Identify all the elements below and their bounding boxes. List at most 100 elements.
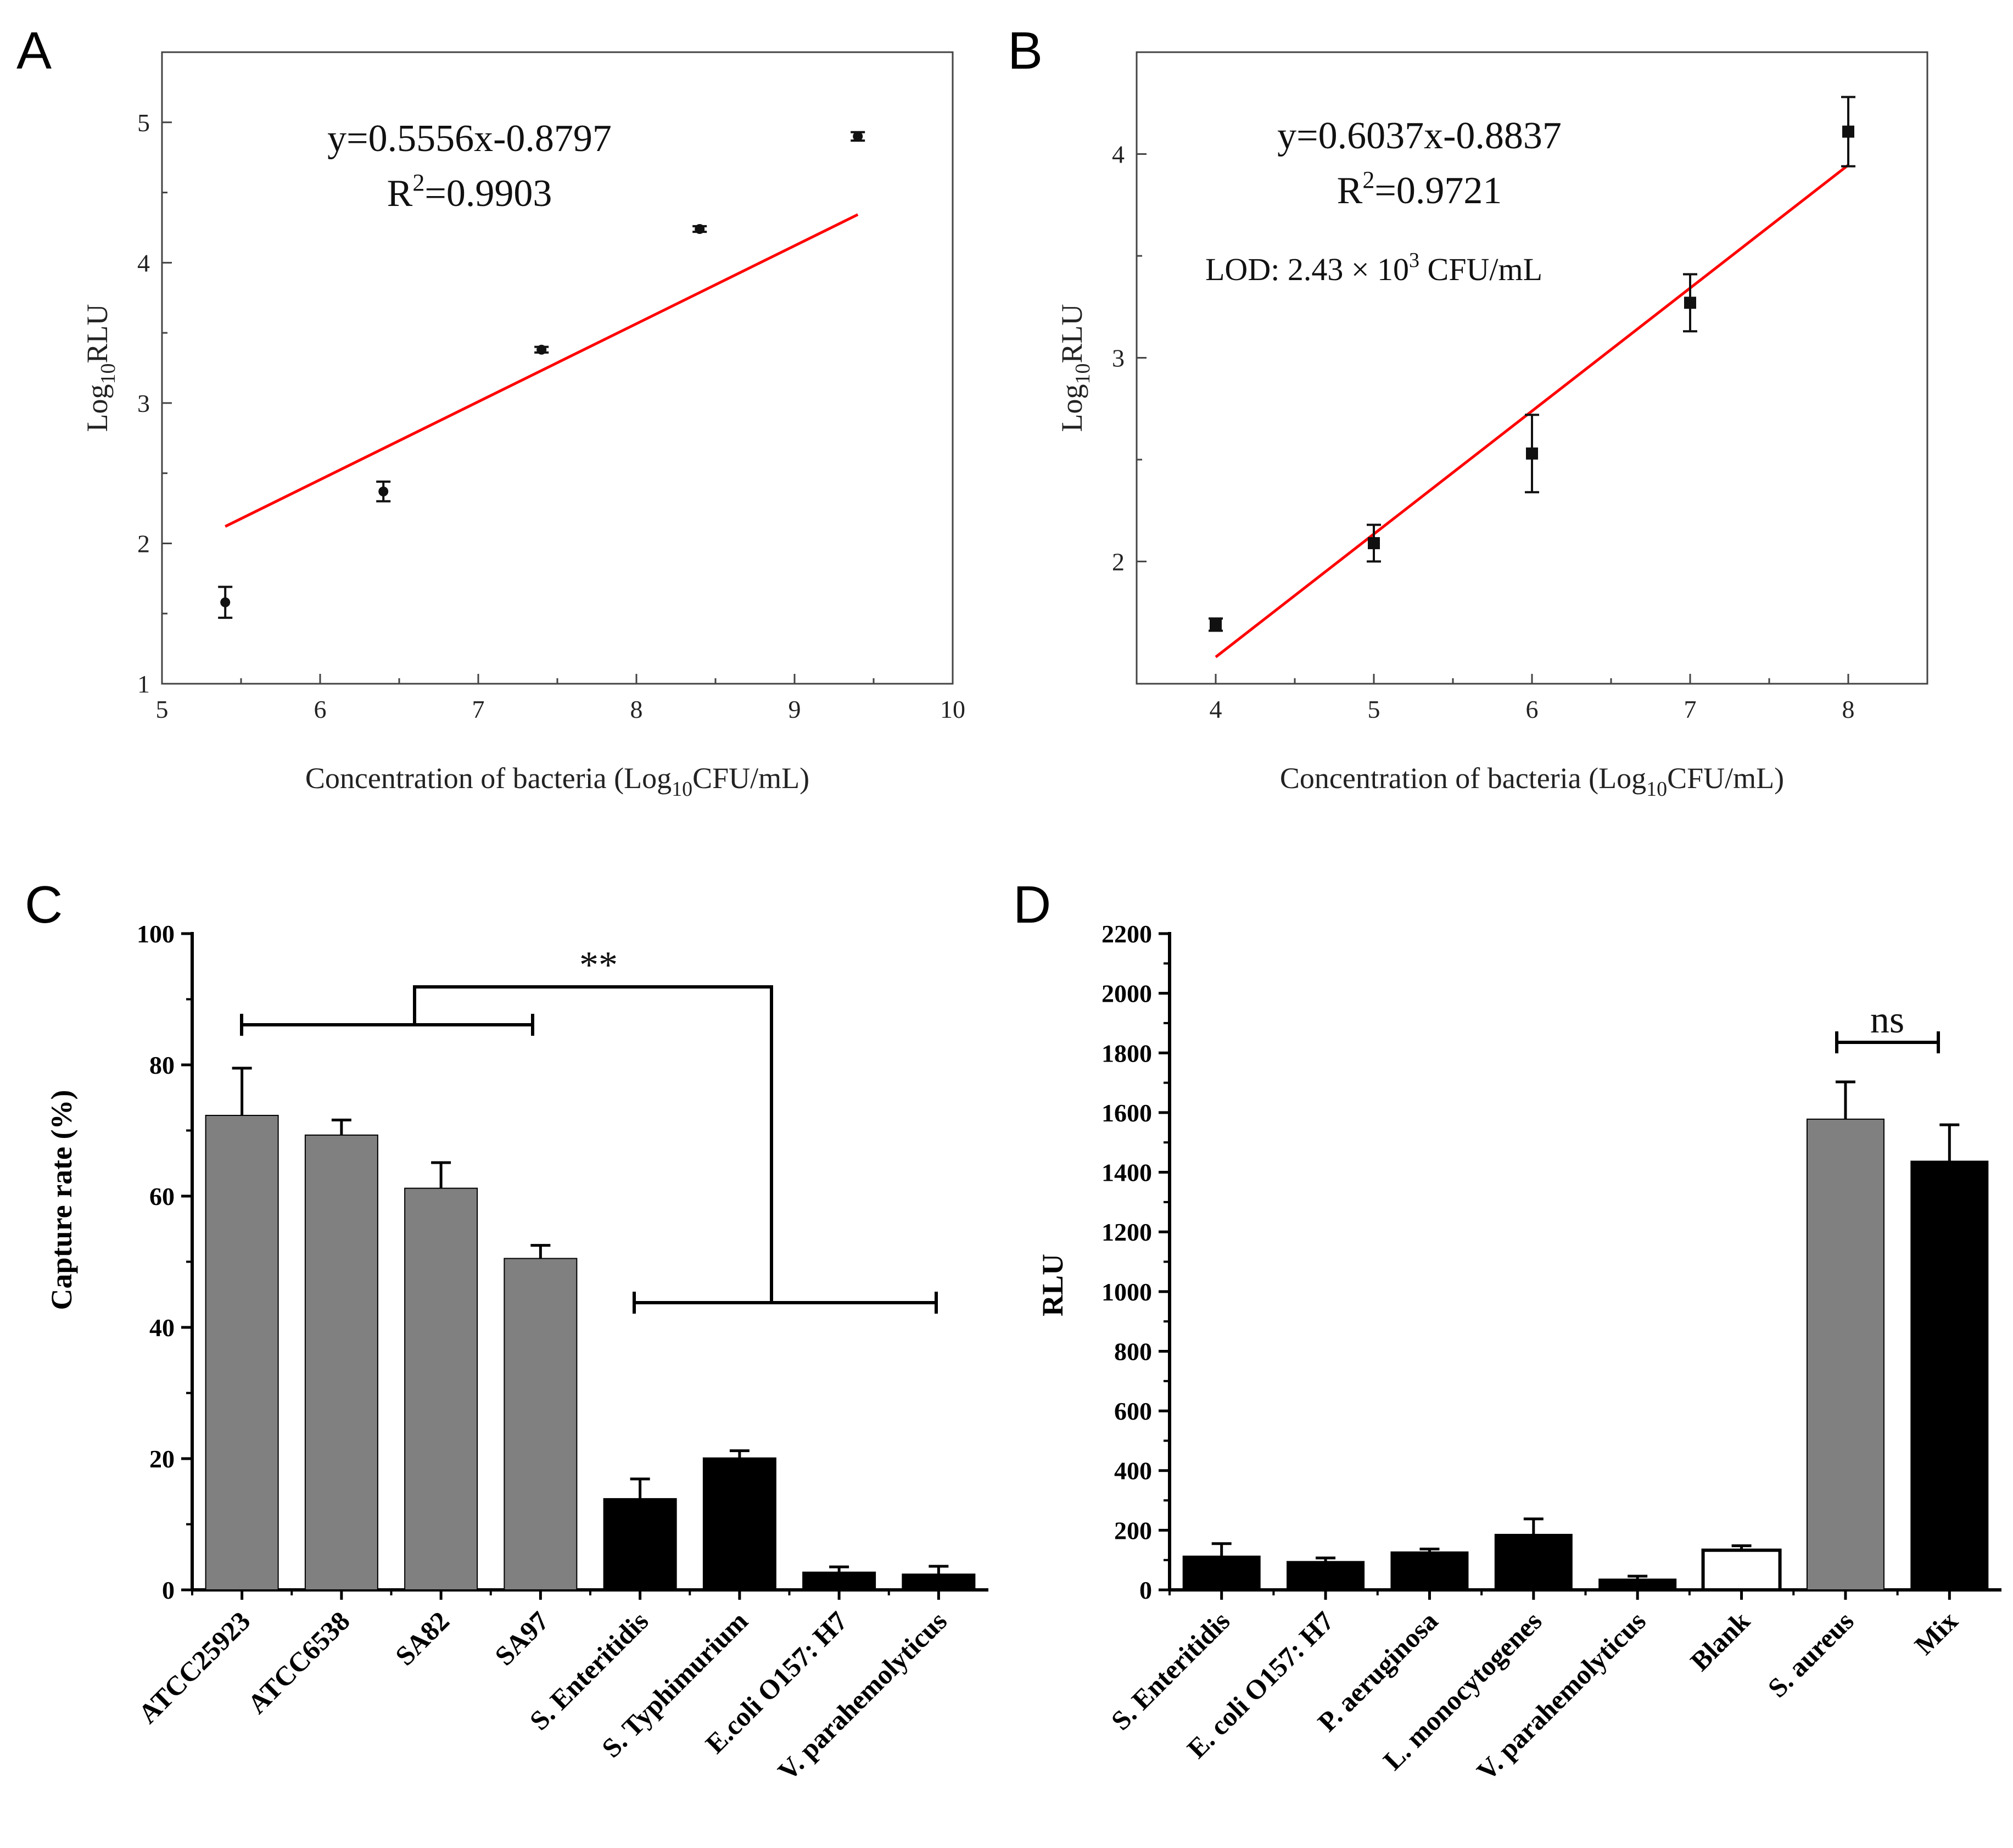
panel-a-ytick-label: 3 bbox=[137, 389, 150, 417]
panel-d-ytick-label: 2000 bbox=[1101, 980, 1152, 1008]
panel-b-xlabel-sub: 10 bbox=[1646, 778, 1667, 801]
panel-a-ylabel-main: Log bbox=[81, 384, 114, 432]
panel-b-r2-sup: 2 bbox=[1362, 166, 1374, 193]
panel-d-significance-label: ns bbox=[1870, 999, 1904, 1041]
panel-b-ytick-label: 2 bbox=[1112, 548, 1125, 576]
panel-a-ytick-label: 5 bbox=[137, 109, 150, 137]
panel-c-bar bbox=[802, 1571, 876, 1591]
panel-c-label: C bbox=[25, 875, 63, 934]
panel-a-xlabel: Concentration of bacteria (Log10CFU/mL) bbox=[305, 762, 809, 801]
panel-a-equation: y=0.5556x-0.8797 bbox=[327, 118, 612, 160]
panel-c-ytick-label: 0 bbox=[162, 1576, 175, 1604]
panel-d-bar bbox=[1390, 1551, 1469, 1590]
panel-b-ytick-label: 4 bbox=[1112, 140, 1125, 168]
panel-d-bar bbox=[1287, 1561, 1365, 1590]
panel-a-xtick-label: 9 bbox=[789, 695, 801, 723]
panel-c-ytick-label: 80 bbox=[149, 1051, 175, 1079]
panel-c-ytick-label: 100 bbox=[137, 920, 175, 948]
panel-a-ylabel: Log10RLU bbox=[81, 304, 120, 432]
panel-c-significance-bracket bbox=[240, 985, 938, 1314]
panel-a-ylabel-sub: 10 bbox=[97, 364, 120, 384]
panel-b-lod: LOD: 2.43 × 103 CFU/mL bbox=[1205, 249, 1542, 287]
panel-b-xlabel: Concentration of bacteria (Log10CFU/mL) bbox=[1280, 762, 1784, 801]
panel-a-r-squared: R2=0.9903 bbox=[387, 169, 552, 215]
panel-a-data-point bbox=[695, 224, 705, 234]
panel-c-ylabel: Capture rate (%) bbox=[45, 1090, 78, 1310]
panel-d-label: D bbox=[1013, 875, 1051, 934]
panel-d-ytick-label: 200 bbox=[1114, 1516, 1152, 1544]
panel-c-ytick-label: 60 bbox=[149, 1182, 175, 1210]
panel-a-data-point bbox=[378, 486, 389, 496]
panel-a-data-point bbox=[853, 131, 863, 142]
panel-b-xtick-label: 4 bbox=[1210, 695, 1222, 723]
panel-c-significance-label: ** bbox=[579, 944, 618, 986]
panel-b-axes: 4 5 6 7 8 2 3 4 bbox=[1112, 140, 1855, 723]
panel-d-category-label: Mix bbox=[1909, 1605, 1964, 1660]
panel-b-data-point bbox=[1684, 297, 1696, 309]
panel-a-xtick-label: 6 bbox=[314, 695, 327, 723]
panel-a-xlabel-tail: CFU/mL) bbox=[692, 762, 809, 795]
panel-d-category-label: S. aureus bbox=[1762, 1605, 1859, 1703]
panel-a-r2-sup: 2 bbox=[412, 169, 424, 196]
panel-b-data-point bbox=[1526, 447, 1538, 460]
panel-b-xtick-label: 7 bbox=[1684, 695, 1697, 723]
panel-a-xlabel-sub: 10 bbox=[672, 778, 692, 801]
panel-a-r2-value: =0.9903 bbox=[424, 172, 552, 215]
panel-a-xtick-label: 7 bbox=[472, 695, 485, 723]
panel-d-bar bbox=[1182, 1555, 1261, 1590]
panel-a-xlabel-main: Concentration of bacteria (Log bbox=[305, 762, 672, 795]
panel-b-label: B bbox=[1008, 21, 1043, 80]
panel-a-xtick-label: 5 bbox=[156, 695, 169, 723]
panel-d-ytick-label: 2200 bbox=[1101, 920, 1152, 948]
panel-c-bar bbox=[205, 1115, 279, 1590]
panel-d-category-label: Blank bbox=[1684, 1605, 1755, 1677]
panel-a-label: A bbox=[16, 21, 52, 80]
panel-b-r-squared: R2=0.9721 bbox=[1337, 166, 1502, 212]
panel-d-bar bbox=[1494, 1533, 1573, 1591]
panel-b-r2-value: =0.9721 bbox=[1374, 170, 1502, 212]
panel-a-axes: 5 6 7 8 9 10 1 2 3 4 5 bbox=[137, 109, 965, 723]
panel-a-data-point bbox=[220, 597, 231, 607]
panel-a-data bbox=[218, 131, 865, 619]
panel-a-xtick-label: 8 bbox=[630, 695, 643, 723]
panel-b-ylabel-main: Log bbox=[1055, 384, 1088, 432]
panel-d-ytick-label: 1800 bbox=[1101, 1039, 1152, 1067]
panel-a-ytick-label: 1 bbox=[137, 670, 150, 698]
panel-b-equation: y=0.6037x-0.8837 bbox=[1277, 115, 1562, 157]
panel-b-ylabel-tail: RLU bbox=[1055, 304, 1088, 364]
panel-d-ytick-label: 800 bbox=[1114, 1337, 1152, 1365]
panel-a-ytick-label: 2 bbox=[137, 529, 150, 557]
panel-b-fit-line bbox=[1215, 164, 1849, 658]
panel-b-ylabel: Log10RLU bbox=[1055, 304, 1094, 432]
panel-d-ytick-label: 1200 bbox=[1101, 1218, 1152, 1246]
panel-b-ytick-label: 3 bbox=[1112, 344, 1125, 372]
panel-c-bar bbox=[902, 1573, 976, 1591]
panel-d-ylabel: RLU bbox=[1036, 1254, 1069, 1316]
panel-a-ylabel-tail: RLU bbox=[81, 304, 114, 364]
panel-a-ytick-label: 4 bbox=[137, 249, 150, 277]
panel-d-significance-bracket bbox=[1835, 1031, 1940, 1053]
panel-b-ylabel-sub: 10 bbox=[1071, 364, 1094, 384]
panel-d-ytick-label: 400 bbox=[1114, 1457, 1152, 1485]
panel-c-data bbox=[205, 1067, 976, 1591]
panel-c-bar bbox=[504, 1258, 578, 1590]
panel-d-ytick-label: 1000 bbox=[1101, 1278, 1152, 1306]
panel-a-r2-prefix: R bbox=[387, 172, 413, 215]
panel-c-ytick-label: 40 bbox=[149, 1314, 175, 1342]
panel-b-xtick-label: 8 bbox=[1842, 695, 1855, 723]
panel-a-data-point bbox=[536, 344, 547, 355]
panel-d-ytick-label: 0 bbox=[1139, 1576, 1152, 1604]
panel-d-bar bbox=[1701, 1548, 1782, 1592]
panel-c-bar bbox=[304, 1134, 378, 1590]
panel-d-ytick-label: 600 bbox=[1114, 1397, 1152, 1425]
panel-c-ytick-label: 20 bbox=[149, 1445, 175, 1473]
panel-c-category-label: SA97 bbox=[489, 1605, 555, 1671]
panel-b-data bbox=[1209, 96, 1855, 658]
panel-d: D 0 200 400 600 800 1000 1200 1400 1600 1800 2000 2… bbox=[1013, 875, 2001, 1786]
panel-b-xlabel-tail: CFU/mL) bbox=[1667, 762, 1784, 795]
panel-c-category-label: ATCC25923 bbox=[132, 1605, 256, 1729]
